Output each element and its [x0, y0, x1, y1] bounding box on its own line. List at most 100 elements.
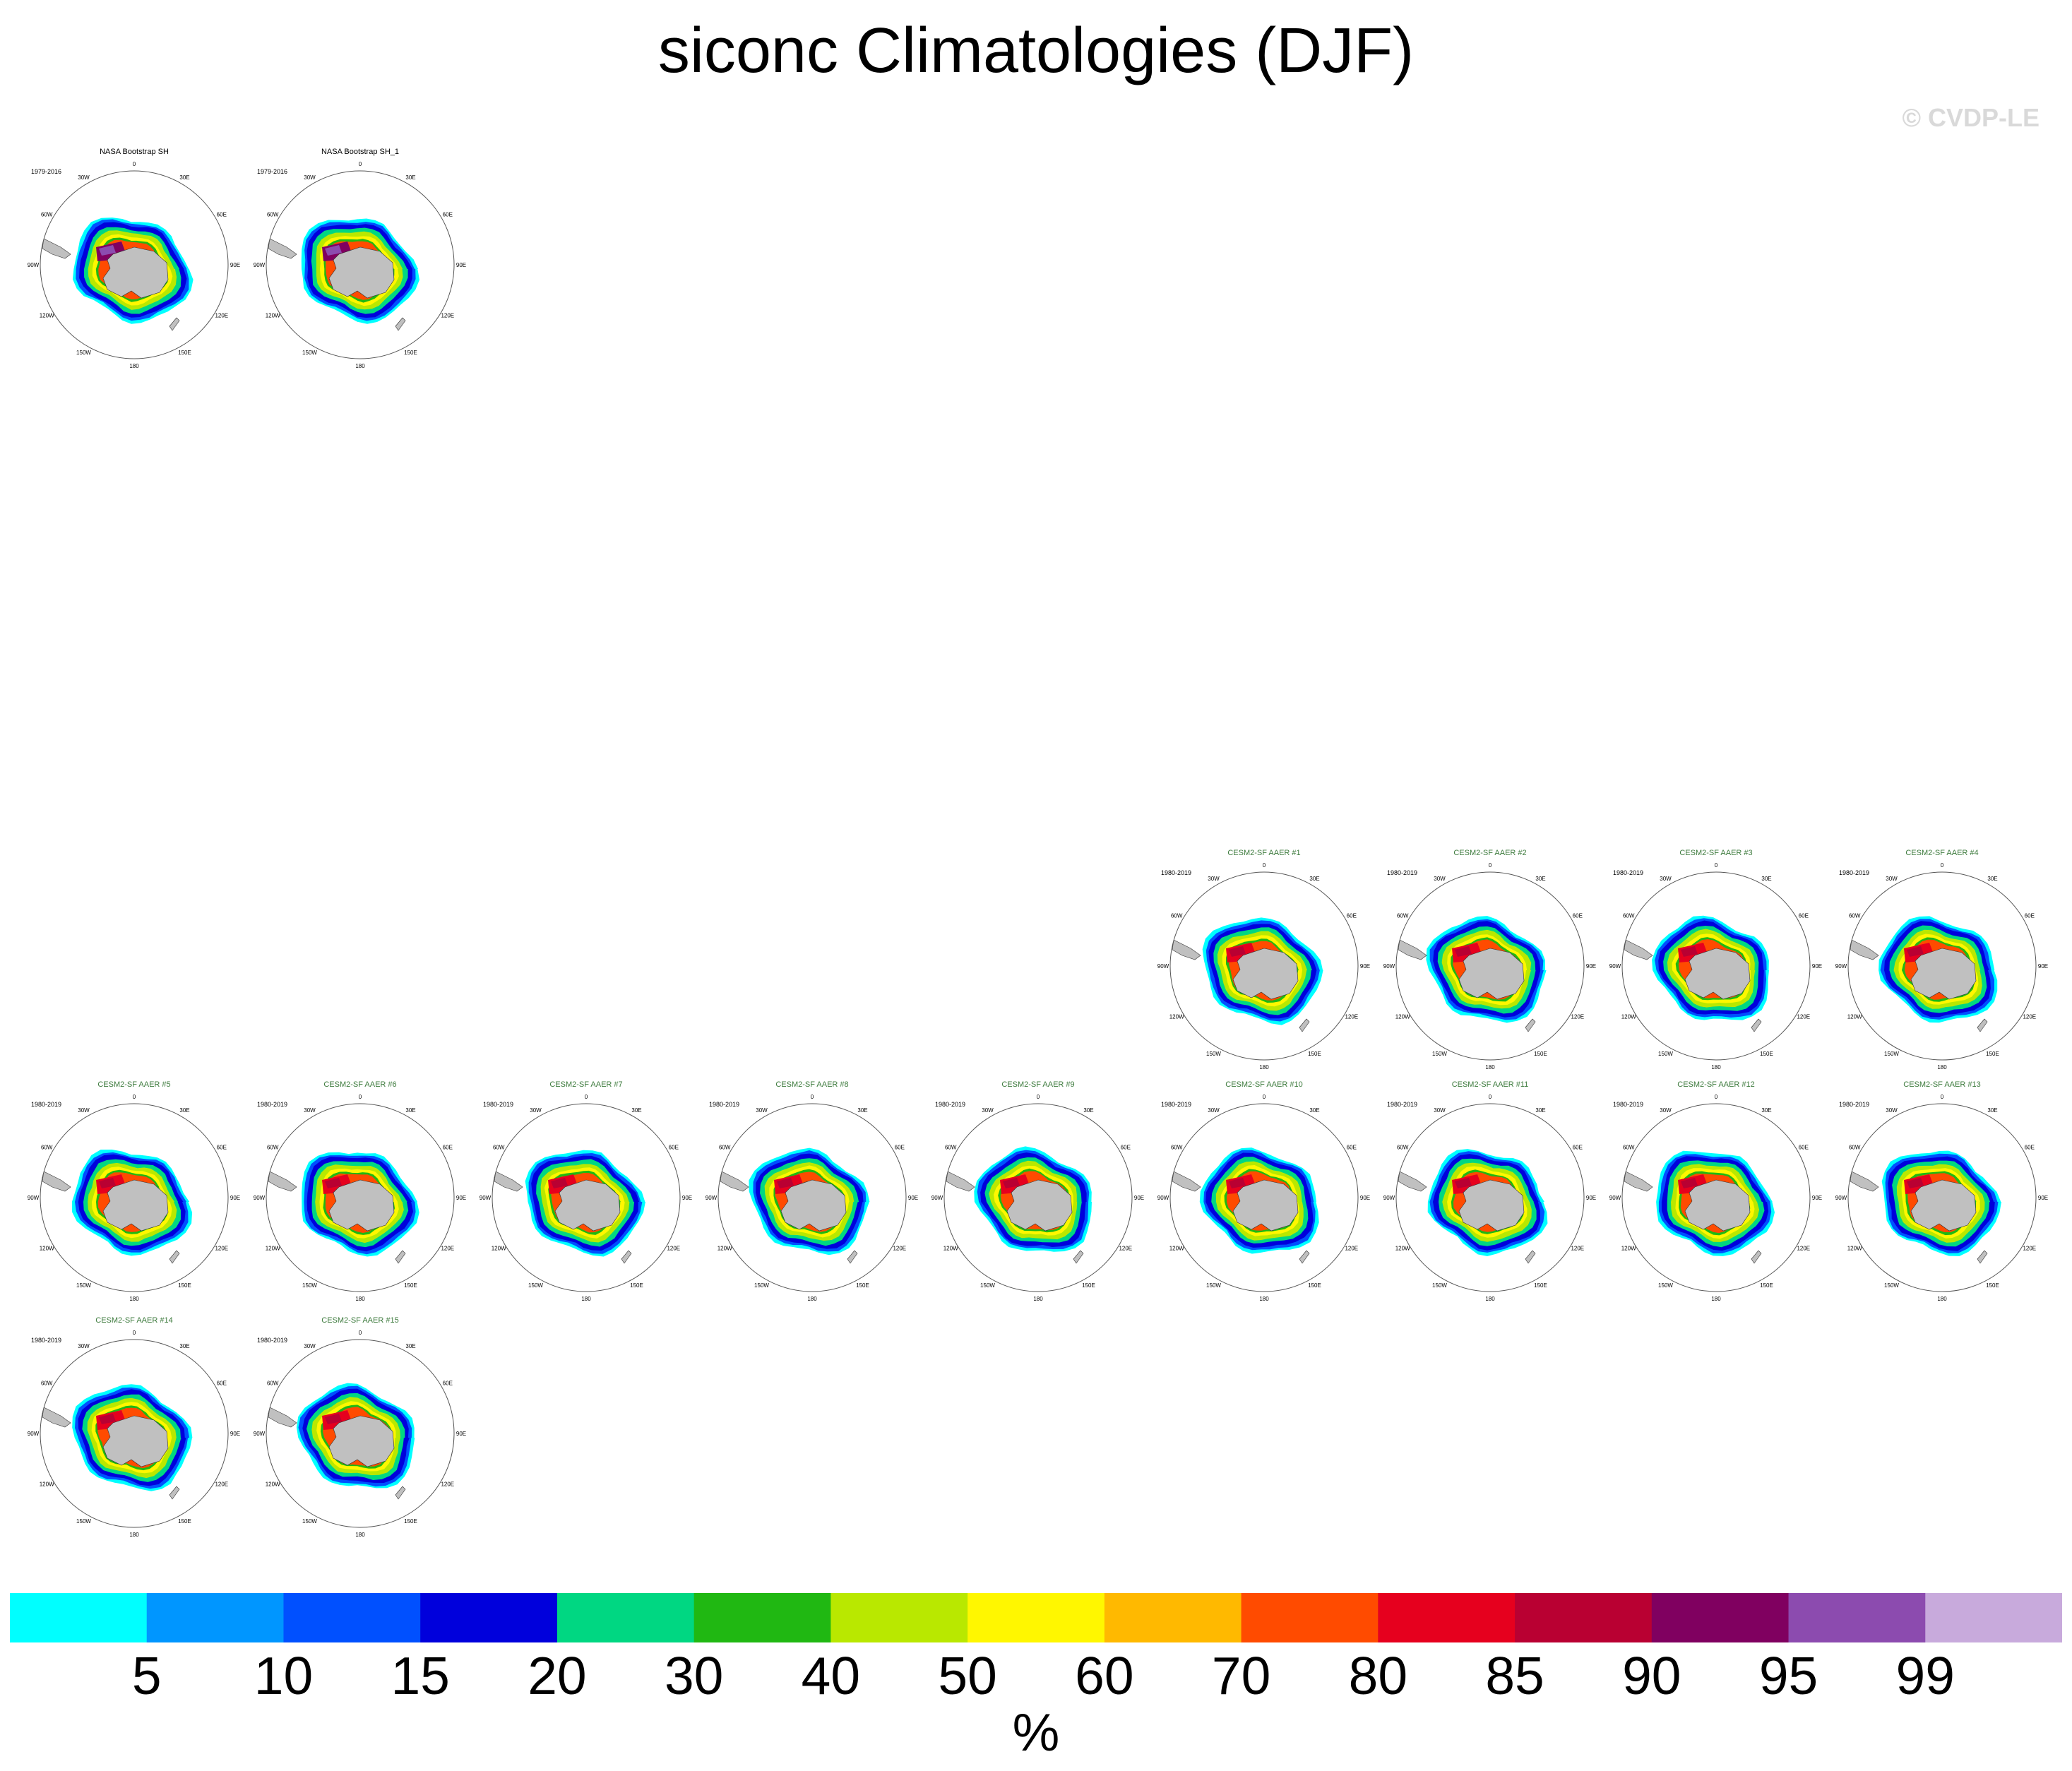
longitude-label: 0 — [1263, 1094, 1266, 1100]
map-border — [1395, 871, 1585, 1061]
longitude-label: 180 — [1937, 1296, 1947, 1302]
longitude-label: 60W — [719, 1145, 731, 1151]
longitude-label: 150E — [178, 1518, 191, 1525]
longitude-label: 0 — [1941, 1094, 1944, 1100]
longitude-label: 60E — [2025, 1145, 2035, 1151]
longitude-label: 30E — [405, 1107, 415, 1114]
longitude-label: 90W — [28, 262, 40, 268]
map-panel: CESM2-SF AAER #11 1980-2019 0 30E 60E 90E 120E… — [1383, 1074, 1596, 1302]
longitude-label: 180 — [1259, 1296, 1269, 1302]
longitude-label: 30E — [1761, 1107, 1771, 1114]
longitude-label: 60E — [1121, 1145, 1131, 1151]
longitude-label: 60W — [41, 212, 53, 218]
longitude-label: 180 — [1259, 1064, 1269, 1071]
longitude-label: 0 — [585, 1094, 588, 1100]
colorbar-svg — [10, 1593, 2063, 1642]
colorbar-tick-label: 5 — [131, 1646, 162, 1705]
antarctica-landmass — [1232, 1179, 1299, 1232]
colorbar-tick-label: 85 — [1485, 1646, 1544, 1705]
longitude-label: 120E — [1797, 1014, 1810, 1020]
longitude-label: 90E — [2038, 963, 2048, 970]
colorbar-tick-label: 99 — [1895, 1646, 1955, 1705]
longitude-label: 30W — [756, 1107, 768, 1114]
map-panel: CESM2-SF AAER #9 1980-2019 0 30E 60E 90E 120E 1… — [931, 1074, 1144, 1302]
longitude-label: 30W — [982, 1107, 994, 1114]
longitude-label: 60W — [267, 212, 279, 218]
antarctica-landmass — [1684, 1179, 1751, 1232]
longitude-label: 120W — [266, 313, 280, 319]
weddell-sea-core — [99, 1178, 116, 1188]
colorbar-tick-label: 30 — [664, 1646, 724, 1705]
sea-ice-field — [946, 1146, 1092, 1264]
longitude-label: 150W — [528, 1282, 543, 1289]
weddell-sea-core — [1907, 946, 1924, 957]
longitude-label: 60E — [669, 1145, 679, 1151]
south-america-landmass — [1850, 939, 1879, 960]
sea-ice-field — [1398, 916, 1547, 1032]
colorbar-swatch — [1515, 1593, 1653, 1642]
longitude-label: 120W — [1621, 1246, 1636, 1252]
longitude-label: 30E — [1535, 1107, 1545, 1114]
panel-title: CESM2-SF AAER #10 — [1225, 1080, 1302, 1089]
longitude-label: 60W — [41, 1145, 53, 1151]
longitude-label: 0 — [1037, 1094, 1040, 1100]
antarctica-landmass — [1684, 948, 1751, 1000]
longitude-label: 30W — [304, 174, 316, 181]
south-america-landmass — [268, 238, 297, 259]
longitude-label: 90W — [1835, 1195, 1847, 1201]
south-america-landmass — [42, 1171, 71, 1192]
map-panel: CESM2-SF AAER #13 1980-2019 0 30E 60E 90E 120E… — [1835, 1074, 2048, 1302]
longitude-label: 30W — [1208, 1107, 1220, 1114]
longitude-label: 90E — [1360, 1195, 1370, 1201]
longitude-label: 120E — [441, 1481, 454, 1488]
longitude-label: 120E — [441, 1246, 454, 1252]
longitude-label: 30E — [179, 174, 189, 181]
longitude-label: 30E — [405, 174, 415, 181]
longitude-label: 180 — [129, 363, 139, 369]
weddell-sea-core — [551, 1178, 568, 1188]
weddell-sea-core — [1003, 1178, 1020, 1188]
longitude-label: 90W — [931, 1195, 943, 1201]
longitude-label: 30W — [304, 1343, 316, 1349]
longitude-label: 0 — [1715, 1094, 1718, 1100]
longitude-label: 150W — [302, 1282, 317, 1289]
longitude-label: 60W — [1171, 913, 1183, 919]
longitude-label: 150W — [754, 1282, 769, 1289]
map-panel: CESM2-SF AAER #1 1980-2019 0 30E 60E 90E 120E 1… — [1157, 842, 1370, 1071]
antarctica-landmass — [102, 1415, 169, 1467]
south-america-landmass — [1850, 1171, 1879, 1192]
antarctica-landmass — [1910, 1179, 1977, 1232]
new-zealand-landmass — [847, 1250, 858, 1264]
colorbar-swatch — [1241, 1593, 1379, 1642]
panel-title: CESM2-SF AAER #1 — [1227, 849, 1300, 857]
weddell-sea-core — [325, 245, 342, 256]
longitude-label: 30E — [1083, 1107, 1093, 1114]
south-america-landmass — [1172, 939, 1201, 960]
antarctica-landmass — [780, 1179, 847, 1232]
longitude-label: 60W — [1849, 913, 1861, 919]
map-panel: CESM2-SF AAER #10 1980-2019 0 30E 60E 90E 120E… — [1157, 1074, 1370, 1302]
weddell-sea-core — [99, 245, 116, 256]
map-panel: NASA Bootstrap SH 1979-2016 0 30E 60E 90E 120E… — [28, 141, 240, 369]
polar-map: NASA Bootstrap SH_1 1979-2016 0 30E 60E 90E 12… — [254, 148, 466, 369]
new-zealand-landmass — [1977, 1250, 1988, 1264]
longitude-label: 90W — [254, 262, 266, 268]
weddell-sea-core — [1229, 1178, 1246, 1188]
longitude-label: 150E — [630, 1282, 643, 1289]
polar-map: CESM2-SF AAER #7 1980-2019 0 30E 60E 90E 120E 1… — [480, 1080, 692, 1302]
south-america-landmass — [42, 1407, 71, 1428]
polar-map: CESM2-SF AAER #14 1980-2019 0 30E 60E 90E 120E… — [28, 1316, 240, 1538]
longitude-label: 30W — [1434, 1107, 1446, 1114]
map-border — [492, 1103, 681, 1292]
sea-ice-field — [494, 1150, 645, 1264]
longitude-label: 150W — [1206, 1282, 1221, 1289]
colorbar-tick-label: 15 — [391, 1646, 450, 1705]
longitude-label: 180 — [807, 1296, 817, 1302]
longitude-label: 120E — [215, 313, 228, 319]
longitude-label: 90E — [456, 1431, 466, 1437]
sea-ice-field — [1624, 915, 1769, 1032]
longitude-label: 30W — [304, 1107, 316, 1114]
longitude-label: 0 — [1263, 862, 1266, 869]
new-zealand-landmass — [395, 1486, 406, 1500]
longitude-label: 150E — [1760, 1282, 1773, 1289]
